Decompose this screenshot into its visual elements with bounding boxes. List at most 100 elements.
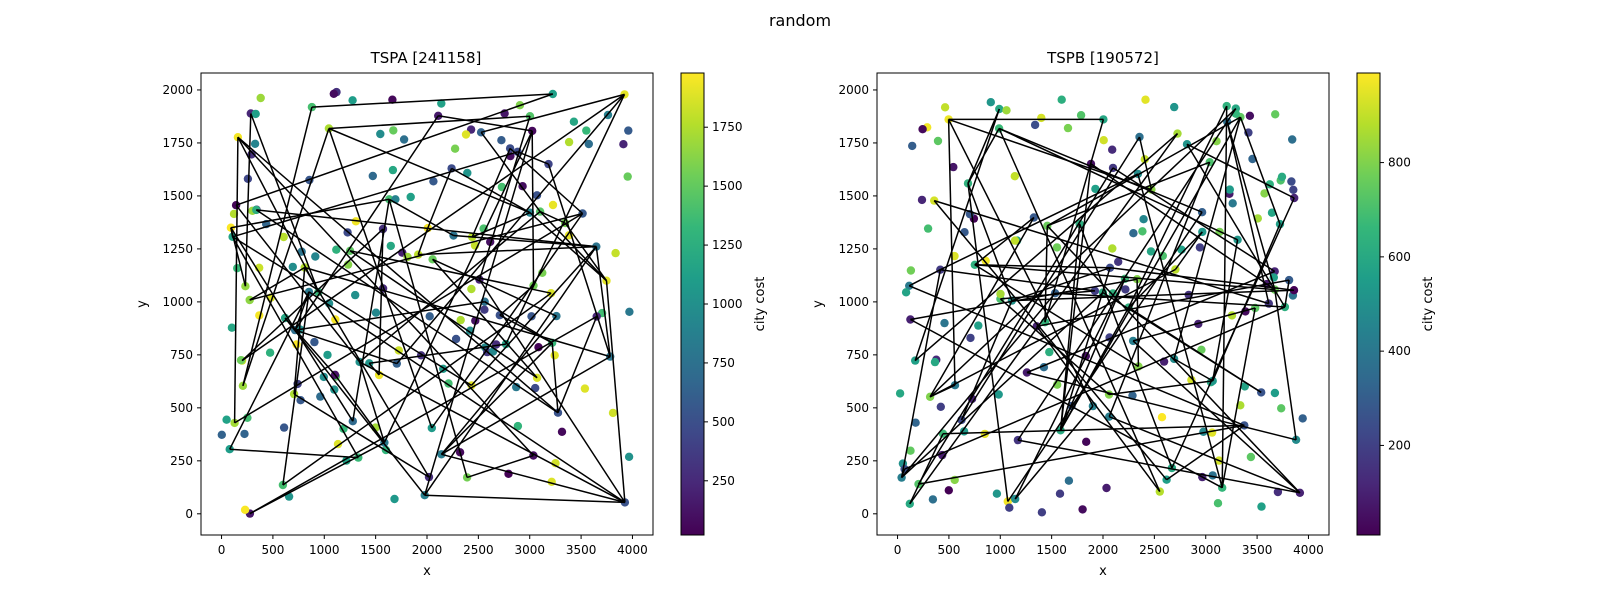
tspa-city-point xyxy=(351,291,359,299)
tspa-tour-segment xyxy=(233,152,518,237)
tspa-tour-segment xyxy=(467,456,533,478)
tspa-city-point xyxy=(551,351,559,359)
tspa-city-point xyxy=(611,249,619,257)
tspa-city-point xyxy=(369,172,377,180)
tspa-title: TSPA [241158] xyxy=(370,49,482,67)
tspa-city-point xyxy=(240,430,248,438)
tspa-colorbar-tick-label: 1250 xyxy=(712,238,743,252)
tspb-city-point xyxy=(941,103,949,111)
tspb-city-point xyxy=(1065,477,1073,485)
tspa-city-point xyxy=(624,172,632,180)
tspb-city-point xyxy=(918,125,926,133)
tspb-city-point xyxy=(1045,348,1053,356)
tspb-title: TSPB [190572] xyxy=(1046,49,1159,67)
tspb-city-point xyxy=(966,334,974,342)
tspb-city-point xyxy=(1226,185,1234,193)
tspa-tour-segment xyxy=(549,164,611,357)
tspb-city-point xyxy=(1077,111,1085,119)
figure-suptitle: random xyxy=(769,11,831,30)
tspb-panel: TSPB [190572] 0 500 1000 1500 2000 2500 3000 35… xyxy=(811,49,1436,579)
tspb-colorbar-tick-label: 600 xyxy=(1388,250,1411,264)
tspa-tour-segment xyxy=(500,286,534,316)
tspb-city-point xyxy=(1141,96,1149,104)
tspb-tour-segment xyxy=(1103,293,1261,393)
tspb-path xyxy=(902,106,1300,504)
tspa-tour-segment xyxy=(441,357,610,455)
tspa-city-point xyxy=(389,166,397,174)
tspa-tour-segment xyxy=(235,137,238,423)
tspb-city-point xyxy=(929,495,937,503)
tspb-city-point xyxy=(1064,124,1072,132)
tspa-city-point xyxy=(582,126,590,134)
tspa-tour-segment xyxy=(256,210,596,247)
tspa-tour-segment xyxy=(230,449,359,457)
tspb-y-tick-label: 1250 xyxy=(838,242,869,256)
tspa-y-tick-label: 500 xyxy=(170,401,193,415)
tspa-x-tick-label: 0 xyxy=(218,543,226,557)
tspb-x-tick-label: 1000 xyxy=(985,543,1016,557)
tspa-tour-segment xyxy=(607,281,625,503)
tspa-tour-segment xyxy=(250,268,305,301)
tspb-colorbar-tick-label: 200 xyxy=(1388,438,1411,452)
tspa-city-point xyxy=(218,431,226,439)
tspb-city-point xyxy=(1138,227,1146,235)
tspa-tour-segment xyxy=(510,148,582,213)
tspa-x-tick-label: 3000 xyxy=(514,543,545,557)
tspa-xlabel: x xyxy=(423,564,431,579)
tspa-ylabel: y xyxy=(135,300,150,308)
tspb-city-point xyxy=(1278,173,1286,181)
tspb-tour-segment xyxy=(1275,290,1296,440)
tspb-city-point xyxy=(1289,186,1297,194)
tspb-city-point xyxy=(1102,484,1110,492)
tspa-city-point xyxy=(228,324,236,332)
tspb-tour-segment xyxy=(1140,137,1152,190)
tspa-tour-segment xyxy=(238,137,534,455)
tspa-city-point xyxy=(376,130,384,138)
tspa-city-point xyxy=(280,423,288,431)
tspb-y-tick-label: 2000 xyxy=(838,83,869,97)
tspa-colorbar-ticks: 2505007501000125015001750 xyxy=(704,120,743,488)
tspb-city-point xyxy=(934,137,942,145)
tspa-y-tick-label: 1000 xyxy=(162,295,193,309)
tspa-tour-segment xyxy=(558,317,597,413)
tspb-city-point xyxy=(1158,413,1166,421)
tspa-tour-segment xyxy=(230,292,309,449)
tspb-tour-segment xyxy=(1047,117,1240,226)
tspb-tour-segment xyxy=(968,109,999,183)
tspa-city-point xyxy=(497,136,505,144)
tspa-y-tick-label: 750 xyxy=(170,348,193,362)
tspb-city-point xyxy=(940,319,948,327)
tspa-city-point xyxy=(244,175,252,183)
tspb-city-point xyxy=(1100,136,1108,144)
tspb-y-tick-label: 0 xyxy=(861,507,869,521)
tspb-y-tick-label: 750 xyxy=(846,348,869,362)
tspb-colorbar-ticks: 200400600800 xyxy=(1380,156,1411,453)
tspb-city-point xyxy=(1031,121,1039,129)
tspb-city-point xyxy=(993,490,1001,498)
tspa-tour-segment xyxy=(294,394,429,477)
tspa-tour-segment xyxy=(285,318,335,375)
tspa-city-point xyxy=(241,506,249,514)
tspa-tour-segment xyxy=(481,132,540,211)
tspb-tour-segment xyxy=(934,201,1269,304)
tspb-city-point xyxy=(908,142,916,150)
tspb-city-point xyxy=(1078,505,1086,513)
tspb-city-point xyxy=(1299,414,1307,422)
tspa-city-point xyxy=(467,285,475,293)
tspa-x-tick-label: 4000 xyxy=(617,543,648,557)
tspa-city-point xyxy=(387,242,395,250)
tspa-tour-segment xyxy=(418,247,596,255)
tspa-city-point xyxy=(480,306,488,314)
tspa-city-point xyxy=(565,138,573,146)
tspb-city-point xyxy=(1082,438,1090,446)
tspb-city-point xyxy=(1170,103,1178,111)
tspb-colorbar-tick-label: 800 xyxy=(1388,156,1411,170)
tspa-city-point xyxy=(581,384,589,392)
tspa-city-point xyxy=(266,349,274,357)
tspb-city-point xyxy=(924,224,932,232)
tspb-city-point xyxy=(1198,208,1206,216)
tspb-x-tick-label: 500 xyxy=(937,543,960,557)
tspa-city-point xyxy=(407,193,415,201)
tspb-city-point xyxy=(1053,243,1061,251)
tspb-x-tick-label: 4000 xyxy=(1293,543,1324,557)
